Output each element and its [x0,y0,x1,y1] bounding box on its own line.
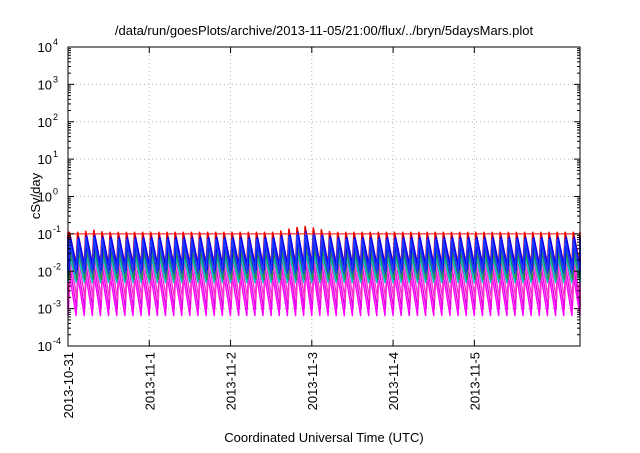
y-tick-exponent: 3 [53,74,58,84]
series-line [67,233,581,274]
series-group [67,225,581,317]
y-tick-exponent: -1 [53,224,61,234]
x-tick-label: 2013-11-4 [386,352,401,410]
series-line [67,231,581,271]
series-line [67,246,581,284]
y-tick-exponent: 4 [53,37,58,47]
y-tick-exponent: -3 [53,299,61,309]
y-tick-exponent: -2 [53,261,61,271]
y-tick-exponent: -4 [53,336,61,346]
x-axis-title: Coordinated Universal Time (UTC) [224,430,423,445]
x-tick-label: 2013-10-31 [61,352,76,419]
x-tick-label: 2013-11-1 [142,352,157,410]
x-tick-label: 2013-11-5 [467,352,482,410]
chart-title: /data/run/goesPlots/archive/2013-11-05/2… [115,23,534,38]
series-line [67,268,581,317]
y-tick-exponent: 2 [53,112,58,122]
y-axis-title: cSv/day [28,172,43,219]
y-tick-exponent: 1 [53,149,58,159]
y-tick-exponent: 0 [53,187,58,197]
x-axis: 2013-10-31 2013-11-1 2013-11-2 2013-11-3 201… [61,47,482,419]
x-tick-label: 2013-11-2 [224,352,239,410]
x-tick-label: 2013-11-3 [305,352,320,410]
